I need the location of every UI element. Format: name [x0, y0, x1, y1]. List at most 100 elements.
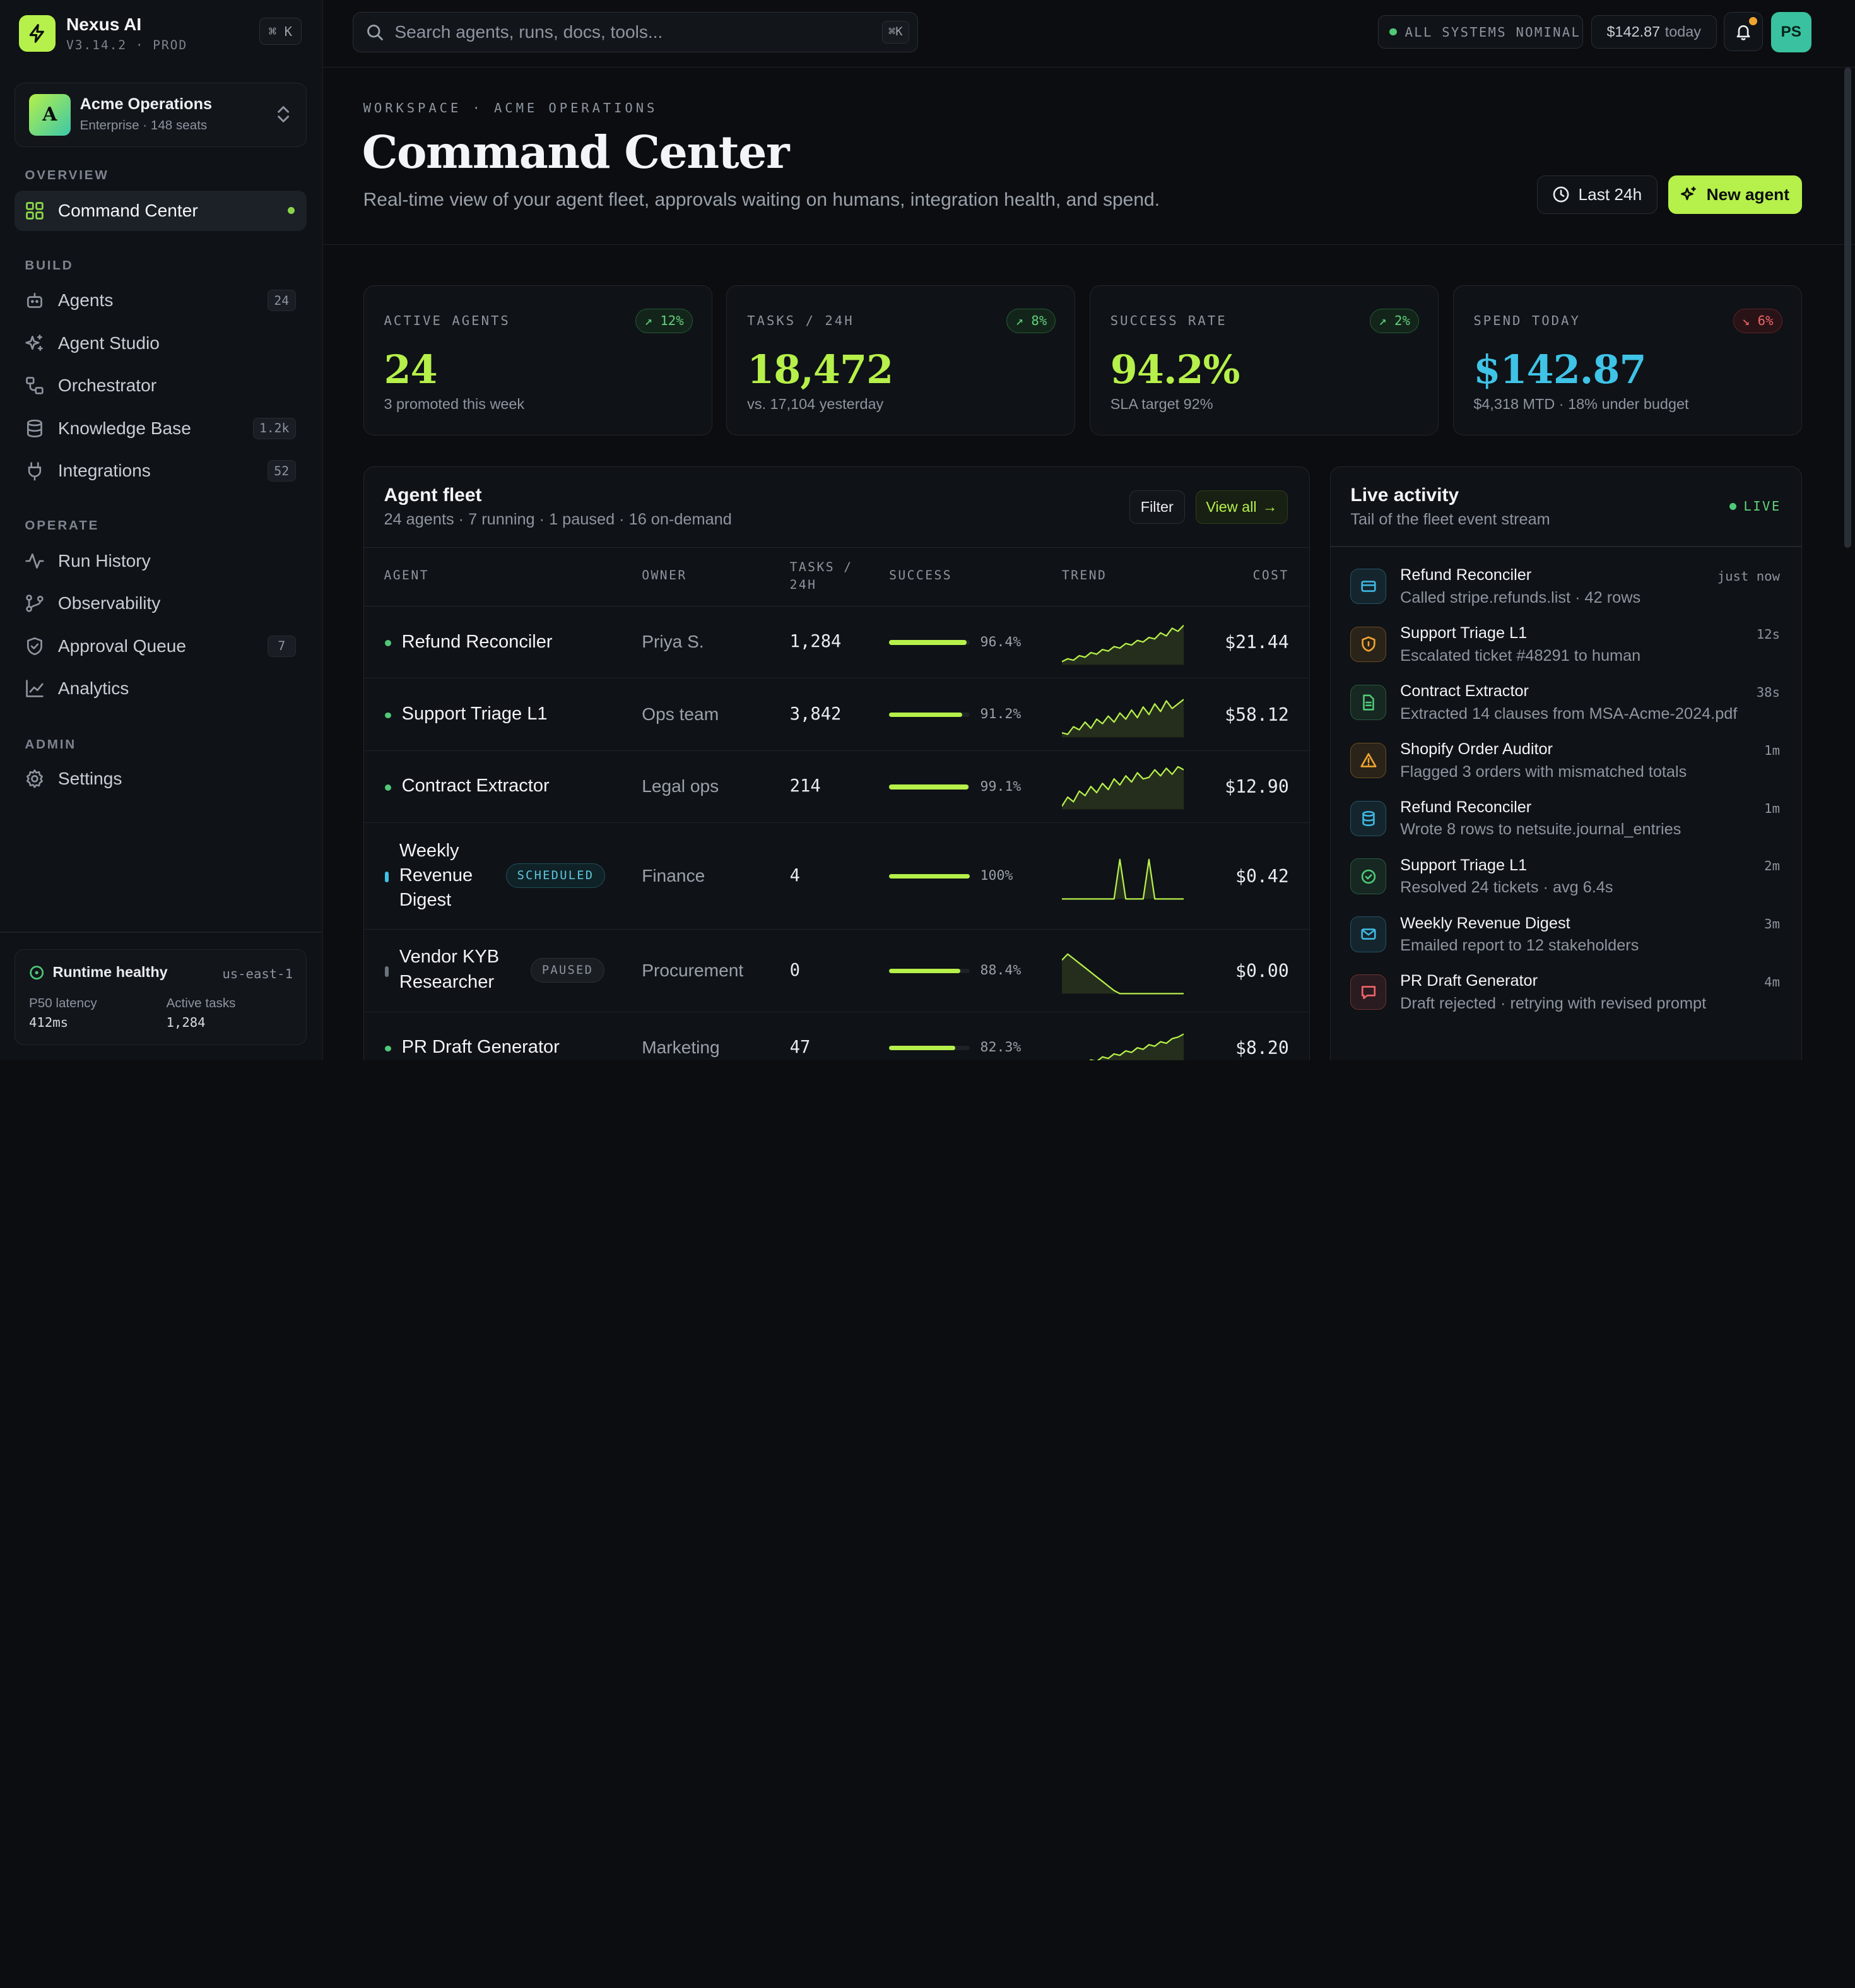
kpi-card-tasks[interactable]: TASKS / 24H ↗ 8% 18,472 vs. 17,104 yeste…: [726, 285, 1076, 435]
user-avatar[interactable]: PS: [1770, 11, 1811, 52]
sparkline-area: [1061, 767, 1184, 810]
agent-name[interactable]: Weekly Revenue Digest: [399, 840, 473, 911]
spend-today-chip[interactable]: $142.87 today: [1591, 15, 1717, 49]
activity-agent: Support Triage L1: [1400, 624, 1528, 642]
active-tasks-value: 1,284: [166, 1014, 206, 1030]
shield-check-icon: [27, 637, 43, 655]
view-all-button[interactable]: View all →: [1195, 490, 1288, 524]
sidebar-item-integrations[interactable]: Integrations 52: [15, 451, 307, 491]
table-row[interactable]: PR Draft Generator Marketing 47 82.3% $8.20: [364, 1012, 1309, 1060]
notifications-button[interactable]: [1723, 11, 1763, 51]
activity-agent: PR Draft Generator: [1400, 972, 1538, 990]
table-row[interactable]: Contract Extractor Legal ops 214 99.1% $12.9…: [363, 751, 1309, 824]
latency-label: P50 latency: [29, 995, 97, 1010]
integrations-count-badge: 52: [267, 460, 296, 482]
sidebar-item-observability[interactable]: Observability: [15, 583, 307, 624]
col-trend[interactable]: TREND: [1061, 568, 1107, 583]
activity-item[interactable]: Refund Reconciler Wrote 8 rows to netsuit…: [1350, 798, 1780, 856]
kpi-card-spend[interactable]: SPEND TODAY ↘ 6% $142.87 $4,318 MTD · 18…: [1452, 285, 1802, 435]
activity-item[interactable]: Weekly Revenue Digest Emailed report to 1…: [1350, 914, 1780, 973]
activity-icon: [25, 553, 44, 569]
line-chart-icon: [26, 680, 44, 697]
brand[interactable]: Nexus AI V3.14.2 · PROD: [19, 15, 187, 52]
sidebar-item-label: Knowledge Base: [57, 418, 191, 438]
knowledge-count-badge: 1.2k: [252, 417, 296, 439]
message-icon: [1350, 974, 1386, 1010]
success-value: 88.4%: [980, 962, 1022, 979]
sidebar-item-agent-studio[interactable]: Agent Studio: [15, 323, 307, 364]
kpi-card-active-agents[interactable]: ACTIVE AGENTS ↗ 12% 24 3 promoted this w…: [363, 285, 712, 435]
sidebar-item-knowledge-base[interactable]: Knowledge Base 1.2k: [15, 408, 307, 449]
col-owner[interactable]: OWNER: [642, 568, 687, 583]
sparkles-icon: [25, 334, 44, 351]
owner: Procurement: [642, 960, 744, 980]
table-row[interactable]: Support Triage L1 Ops team 3,842 91.2% $58.1…: [363, 678, 1309, 751]
tasks-count: 214: [789, 776, 821, 796]
activity-item[interactable]: Refund Reconciler Called stripe.refunds.l…: [1350, 566, 1780, 624]
col-tasks[interactable]: TASKS / 24H: [789, 560, 853, 593]
page-scrollbar[interactable]: [1844, 67, 1852, 548]
activity-item[interactable]: Contract Extractor Extracted 14 clauses f…: [1350, 682, 1780, 740]
sidebar-item-orchestrator[interactable]: Orchestrator: [15, 365, 307, 406]
activity-item[interactable]: PR Draft Generator Draft rejected · retry…: [1350, 972, 1780, 1030]
col-cost[interactable]: COST: [1252, 568, 1289, 583]
success-bar: [889, 712, 970, 718]
trend-sparkline: [1088, 1033, 1184, 1060]
plug-icon: [28, 462, 42, 481]
agent-name[interactable]: Refund Reconciler: [401, 631, 553, 652]
card-icon: [1350, 569, 1386, 605]
workspace-switcher[interactable]: A Acme Operations Enterprise · 148 seats: [14, 83, 307, 147]
agent-name[interactable]: Contract Extractor: [401, 776, 550, 796]
kpi-delta-badge: ↗ 8%: [1006, 308, 1056, 333]
trend-up-icon: ↗: [1015, 313, 1032, 329]
agent-name[interactable]: Support Triage L1: [401, 703, 548, 724]
sparkline-area: [1061, 625, 1184, 665]
agent-name[interactable]: PR Draft Generator: [401, 1036, 560, 1057]
trend-down-icon: ↘: [1741, 313, 1758, 329]
kpi-card-success-rate[interactable]: SUCCESS RATE ↗ 2% 94.2% SLA target 92%: [1089, 285, 1439, 435]
activity-item[interactable]: Shopify Order Auditor Flagged 3 orders wi…: [1350, 740, 1780, 798]
branch-icon: [26, 595, 44, 612]
sidebar-item-analytics[interactable]: Analytics: [15, 668, 307, 709]
page-title: Command Center: [362, 125, 790, 179]
sidebar-item-run-history[interactable]: Run History: [15, 541, 307, 581]
table-row[interactable]: Weekly Revenue Digest SCHEDULED Finance 4 10…: [363, 823, 1309, 930]
kpi-label: SPEND TODAY: [1473, 313, 1581, 328]
agent-name[interactable]: Vendor KYB Researcher: [399, 947, 500, 992]
status-badge: PAUSED: [531, 957, 604, 983]
time-range-button[interactable]: Last 24h: [1536, 175, 1658, 215]
sidebar-item-label: Run History: [57, 550, 151, 571]
search-input[interactable]: Search agents, runs, docs, tools... ⌘K: [352, 11, 918, 52]
kpi-sub: SLA target 92%: [1110, 396, 1213, 413]
system-status-badge[interactable]: ALL SYSTEMS NOMINAL: [1378, 15, 1583, 49]
runtime-region: us-east-1: [222, 966, 293, 981]
kpi-delta-badge: ↗ 12%: [635, 308, 693, 333]
sidebar-item-label: Integrations: [57, 461, 151, 481]
command-palette-shortcut[interactable]: ⌘ K: [259, 18, 302, 45]
filter-button[interactable]: Filter: [1129, 490, 1185, 524]
kpi-value: 24: [384, 346, 438, 393]
activity-item[interactable]: Support Triage L1 Resolved 24 tickets · a…: [1350, 856, 1780, 914]
sidebar-item-approval-queue[interactable]: Approval Queue 7: [15, 626, 307, 666]
table-row[interactable]: Vendor KYB Researcher PAUSED Procurement 0 8…: [363, 930, 1309, 1013]
activity-time: 1m: [1764, 742, 1780, 758]
sidebar-item-agents[interactable]: Agents 24: [15, 280, 307, 321]
success-bar-fill: [889, 784, 969, 790]
status-dot: [385, 712, 391, 719]
kpi-label: TASKS / 24H: [747, 313, 854, 328]
activity-agent: Support Triage L1: [1400, 856, 1528, 874]
col-agent[interactable]: AGENT: [384, 568, 429, 583]
table-row[interactable]: Refund Reconciler Priya S. 1,284 96.4% $21.4…: [363, 606, 1309, 679]
activity-item[interactable]: Support Triage L1 Escalated ticket #48291…: [1350, 624, 1780, 682]
sparkline-line: [1061, 953, 1184, 995]
sidebar-item-label: Analytics: [57, 678, 129, 699]
new-agent-button[interactable]: New agent: [1668, 175, 1802, 215]
sidebar-item-settings[interactable]: Settings: [15, 759, 307, 799]
sidebar-item-command-center[interactable]: Command Center: [14, 190, 307, 231]
col-success[interactable]: SUCCESS: [889, 568, 953, 583]
sparkline-line: [1061, 699, 1184, 735]
activity-agent: Shopify Order Auditor: [1400, 740, 1553, 758]
new-agent-label: New agent: [1706, 184, 1789, 204]
status-dot: [385, 872, 389, 882]
success-value: 82.3%: [980, 1039, 1022, 1056]
